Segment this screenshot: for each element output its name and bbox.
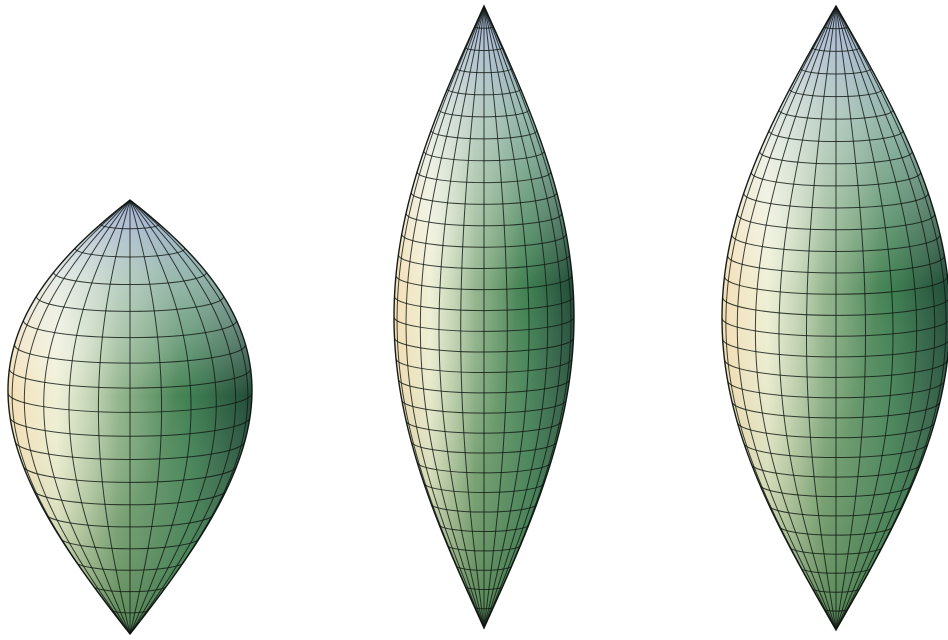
meridian-line <box>43 200 131 634</box>
meridian-line <box>483 6 549 628</box>
meridian-line <box>754 6 837 630</box>
meridian-line <box>419 6 485 628</box>
meridian-line <box>396 6 485 628</box>
meridian-line <box>460 6 485 628</box>
meridian-line <box>835 6 867 630</box>
meridian-line <box>129 200 217 634</box>
meridian-line <box>736 6 837 630</box>
spindle-wide-outline <box>721 4 948 632</box>
spindle-narrow-mesh <box>394 6 574 628</box>
meridian-line <box>129 200 237 634</box>
meridian-line <box>778 6 837 630</box>
meridian-line <box>483 6 563 628</box>
meridian-line <box>835 6 936 630</box>
meridian-line <box>129 200 163 634</box>
meridian-line <box>405 6 485 628</box>
meridian-line <box>23 200 131 634</box>
spindle-narrow-outline <box>393 4 575 630</box>
meridian-line <box>483 6 508 628</box>
meridian-line <box>483 6 572 628</box>
meridian-line <box>835 6 894 630</box>
teardrop-surface <box>7 199 253 636</box>
spindle-wide-surface <box>721 4 948 632</box>
meridian-line <box>805 6 837 630</box>
meridian-line <box>68 200 131 634</box>
meridian-line <box>438 6 485 628</box>
spindle-wide-mesh <box>722 6 948 630</box>
meridian-line <box>129 200 192 634</box>
meridian-line <box>483 6 530 628</box>
meridian-line <box>97 200 131 634</box>
spindle-narrow-surface <box>393 4 575 630</box>
meridian-line <box>835 6 918 630</box>
teardrop-outline <box>7 199 253 636</box>
